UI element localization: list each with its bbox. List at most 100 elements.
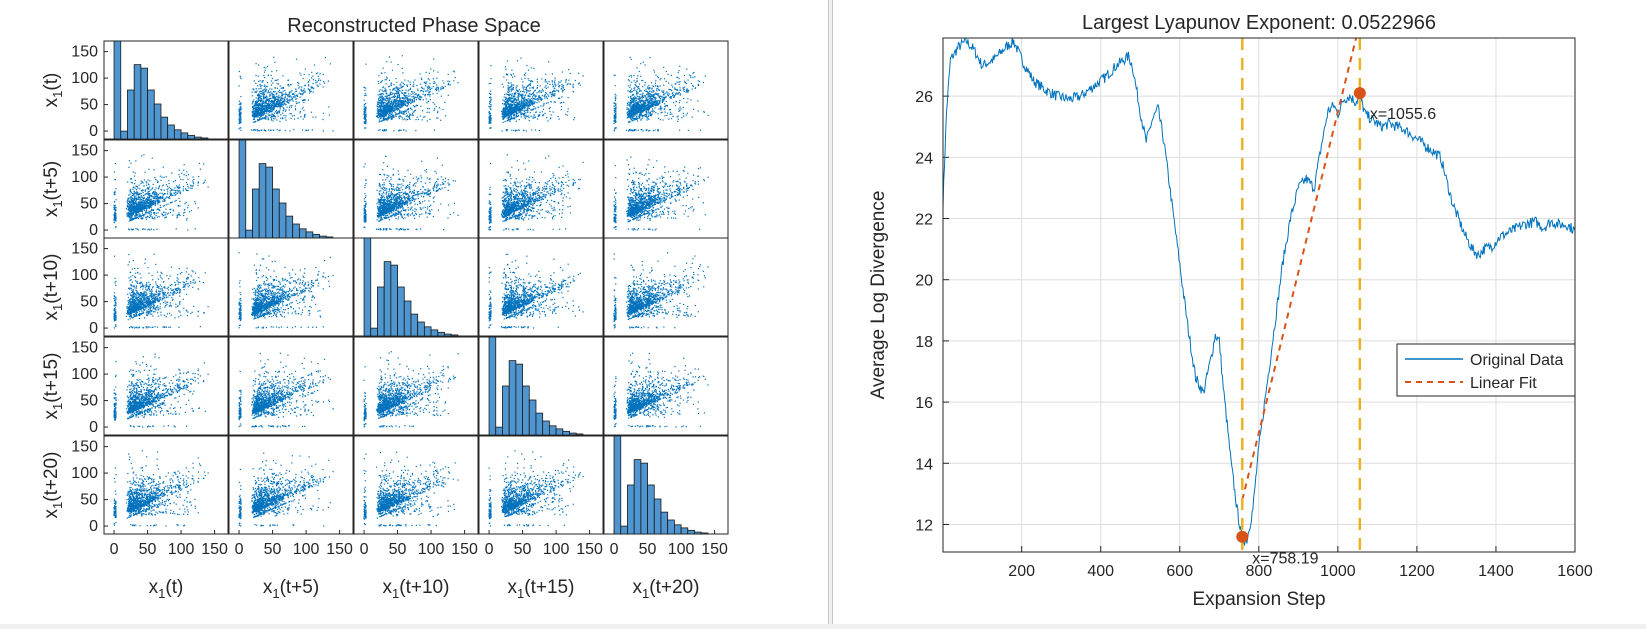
scatter-point — [545, 94, 546, 95]
scatter-point — [515, 108, 516, 109]
scatter-point — [528, 70, 529, 71]
scatter-point — [502, 84, 503, 85]
scatter-point — [529, 93, 530, 94]
scatter-point — [420, 97, 421, 98]
scatter-point — [416, 85, 417, 86]
scatter-point — [261, 82, 262, 83]
scatter-point — [413, 105, 414, 106]
scatter-point — [422, 94, 423, 95]
scatter-point — [422, 110, 423, 111]
scatter-point — [528, 85, 529, 86]
scatter-point — [305, 99, 306, 100]
scatter-point — [653, 86, 654, 87]
scatter-point — [389, 80, 390, 81]
scatter-point — [252, 101, 253, 102]
scatter-point — [289, 107, 290, 108]
scatter-point — [648, 101, 649, 102]
scatter-point — [684, 81, 685, 82]
scatter-point — [506, 98, 507, 99]
scatter-point — [426, 98, 427, 99]
scatter-point — [402, 105, 403, 106]
scatter-point — [386, 98, 387, 99]
scatter-point — [398, 93, 399, 94]
scatter-point — [678, 78, 679, 79]
scatter-point — [255, 130, 256, 131]
scatter-point — [429, 119, 430, 120]
scatter-point — [615, 121, 616, 122]
scatter-point — [668, 119, 669, 120]
scatter-point — [395, 99, 396, 100]
scatter-point — [655, 80, 656, 81]
scatter-point — [414, 98, 415, 99]
scatter-point — [281, 88, 282, 89]
scatter-point — [654, 101, 655, 102]
scatter-point — [629, 87, 630, 88]
scatter-point — [671, 118, 672, 119]
scatter-point — [303, 90, 304, 91]
scatter-point — [615, 100, 616, 101]
scatter-point — [639, 83, 640, 84]
scatter-point — [543, 90, 544, 91]
scatter-point — [512, 93, 513, 94]
scatter-point — [292, 100, 293, 101]
scatter-point — [507, 85, 508, 86]
scatter-point — [256, 108, 257, 109]
scatter-point — [395, 101, 396, 102]
scatter-point — [633, 100, 634, 101]
scatter-point — [305, 130, 306, 131]
scatter-point — [426, 102, 427, 103]
scatter-point — [531, 129, 532, 130]
scatter-point — [516, 87, 517, 88]
scatter-point — [389, 109, 390, 110]
scatter-point — [521, 78, 522, 79]
scatter-point — [261, 113, 262, 114]
scatter-point — [639, 71, 640, 72]
scatter-point — [615, 117, 616, 118]
scatter-point — [322, 119, 323, 120]
scatter-point — [650, 113, 651, 114]
scatter-point — [399, 88, 400, 89]
scatter-point — [267, 92, 268, 93]
scatter-point — [256, 88, 257, 89]
scatter-point — [528, 78, 529, 79]
scatter-point — [547, 98, 548, 99]
scatter-point — [365, 93, 366, 94]
scatter-point — [253, 89, 254, 90]
scatter-point — [540, 85, 541, 86]
scatter-point — [633, 109, 634, 110]
scatter-point — [286, 107, 287, 108]
scatter-point — [383, 91, 384, 92]
scatter-point — [388, 86, 389, 87]
scatter-point — [403, 101, 404, 102]
scatter-point — [261, 111, 262, 112]
scatter-point — [664, 115, 665, 116]
scatter-point — [307, 82, 308, 83]
scatter-point — [654, 130, 655, 131]
scatter-point — [417, 96, 418, 97]
scatter-point — [615, 113, 616, 114]
scatter-point — [520, 91, 521, 92]
scatter-point — [391, 99, 392, 100]
scatter-point — [650, 94, 651, 95]
scatter-point — [634, 130, 635, 131]
scatter-point — [399, 130, 400, 131]
scatter-point — [518, 99, 519, 100]
scatter-point — [509, 116, 510, 117]
scatter-point — [399, 97, 400, 98]
scatter-point — [667, 92, 668, 93]
scatter-point — [662, 99, 663, 100]
scatter-point — [407, 86, 408, 87]
scatter-point — [674, 87, 675, 88]
scatter-point — [537, 107, 538, 108]
scatter-point — [519, 110, 520, 111]
scatter-point — [698, 80, 699, 81]
scatter-point — [635, 84, 636, 85]
scatter-point — [390, 89, 391, 90]
scatter-point — [271, 118, 272, 119]
scatter-point — [266, 86, 267, 87]
scatter-point — [408, 104, 409, 105]
scatter-point — [253, 114, 254, 115]
scatter-point — [662, 101, 663, 102]
scatter-point — [690, 99, 691, 100]
scatter-point — [178, 174, 179, 175]
